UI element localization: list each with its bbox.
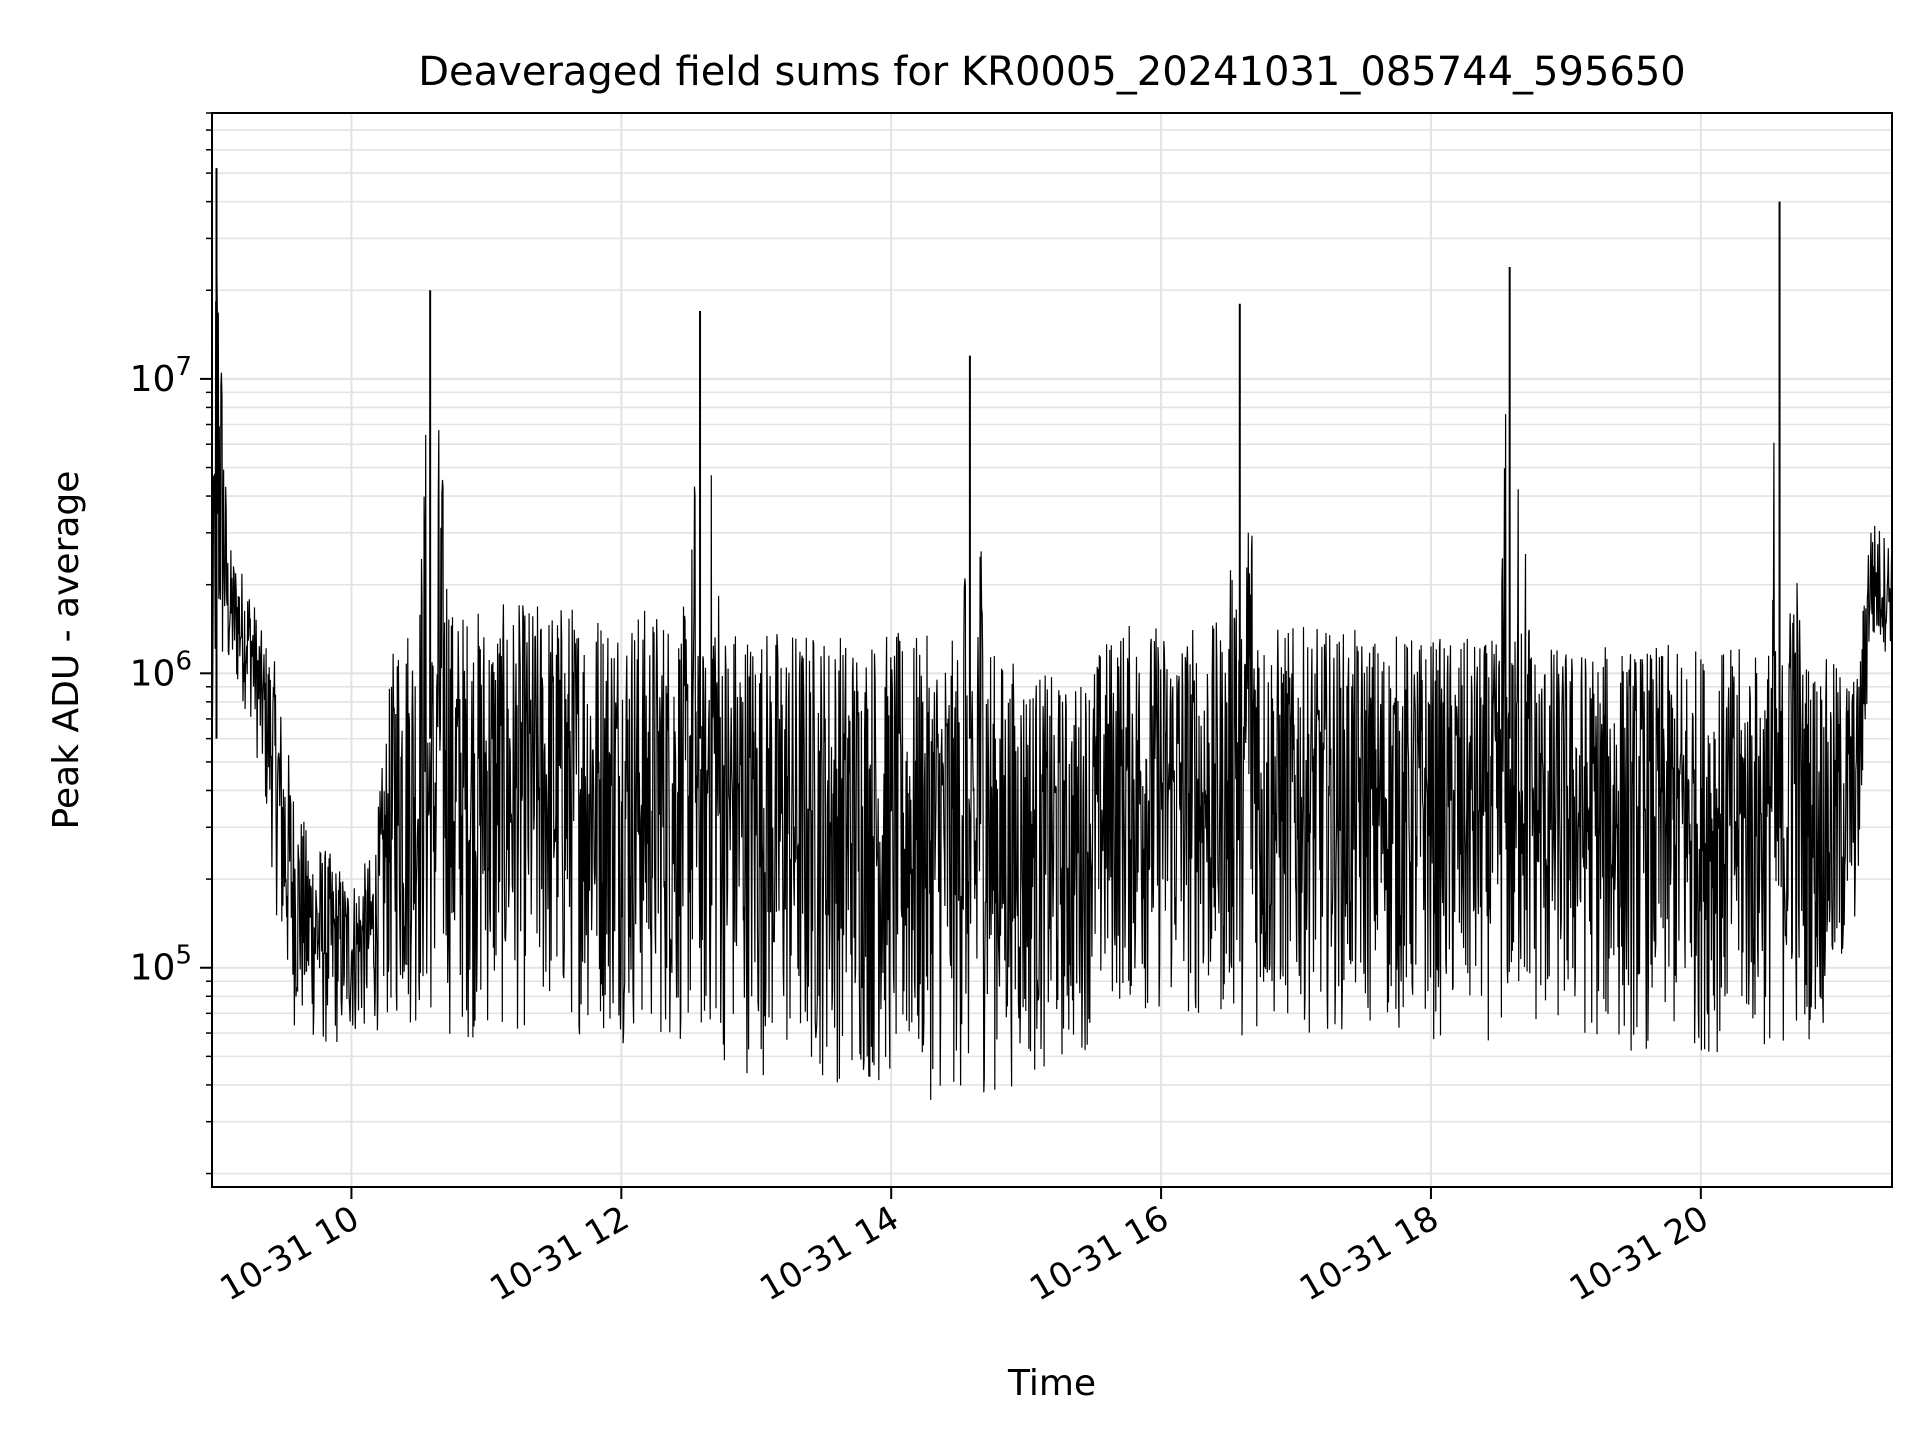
plot-frame <box>211 112 1893 1188</box>
series-line <box>211 254 1893 1100</box>
y-tick-label: 105 <box>130 941 192 989</box>
chart-title: Deaveraged field sums for KR0005_2024103… <box>418 49 1686 95</box>
y-axis-label: Peak ADU - average <box>46 471 87 830</box>
y-tick-label: 107 <box>130 352 192 400</box>
data-series <box>211 168 1893 1100</box>
y-tick-label: 106 <box>130 646 192 694</box>
x-axis-label: Time <box>1007 1363 1096 1404</box>
